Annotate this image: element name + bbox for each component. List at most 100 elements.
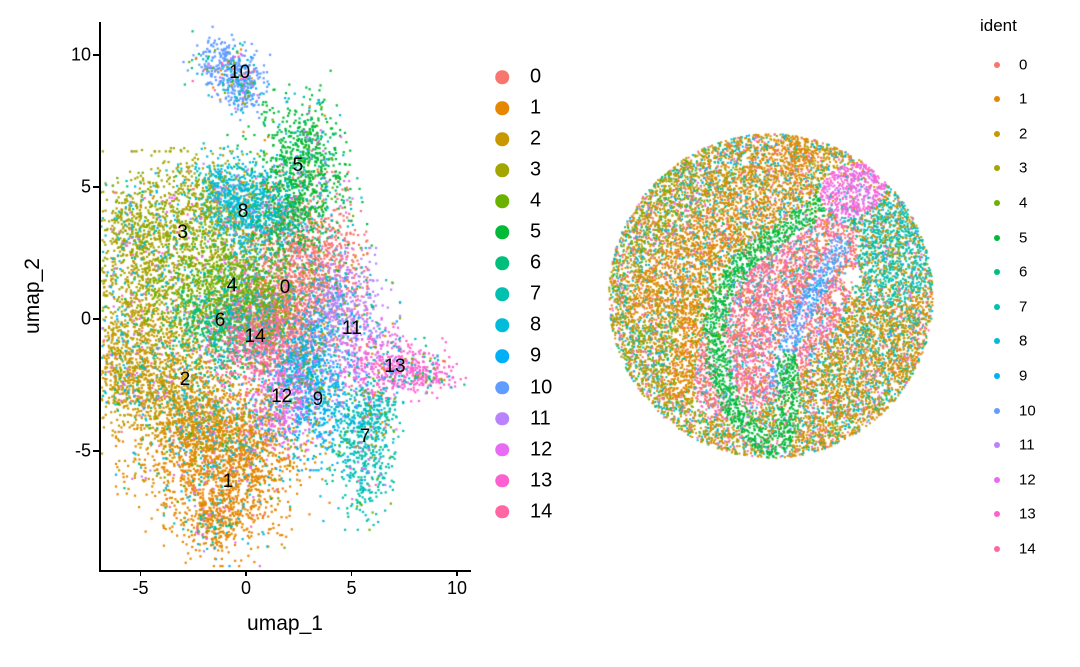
y-tick-label: 0 bbox=[80, 308, 91, 329]
legend-label: 5 bbox=[530, 220, 542, 243]
cluster-label-2: 2 bbox=[179, 368, 191, 390]
spatial-legend-title: ident bbox=[980, 16, 1017, 35]
legend-dot-icon bbox=[495, 163, 509, 177]
cluster-label-6: 6 bbox=[214, 310, 226, 332]
cluster-label-1: 1 bbox=[222, 470, 234, 492]
legend-dot-icon bbox=[495, 349, 509, 364]
legend-label: 0 bbox=[1019, 56, 1028, 73]
cluster-label-13: 13 bbox=[384, 356, 406, 378]
legend-label: 6 bbox=[1019, 263, 1028, 281]
legend-dot-icon bbox=[994, 61, 1000, 68]
legend-dot-icon bbox=[994, 269, 1000, 276]
cluster-label-4: 4 bbox=[226, 275, 238, 296]
cluster-label-14: 14 bbox=[244, 325, 266, 347]
legend-label: 8 bbox=[1019, 332, 1028, 350]
y-tick-mark bbox=[93, 186, 99, 188]
legend-label: 11 bbox=[1019, 436, 1035, 454]
x-tick-label: -5 bbox=[132, 578, 149, 598]
legend-dot-icon bbox=[495, 442, 509, 457]
legend-label: 10 bbox=[1019, 402, 1036, 419]
legend-label: 1 bbox=[530, 96, 542, 119]
spatial-scatter-canvas bbox=[600, 120, 945, 472]
legend-dot-icon bbox=[495, 256, 509, 271]
legend-label: 9 bbox=[530, 344, 542, 367]
legend-dot-icon bbox=[994, 407, 1000, 414]
legend-dot-icon bbox=[495, 132, 509, 146]
legend-label: 4 bbox=[1019, 194, 1028, 212]
legend-dot-icon bbox=[495, 473, 509, 488]
y-tick-label: -5 bbox=[74, 440, 91, 461]
cluster-label-5: 5 bbox=[292, 154, 304, 176]
legend-dot-icon bbox=[495, 287, 509, 302]
x-tick-label: 10 bbox=[446, 578, 468, 598]
legend-dot-icon bbox=[994, 199, 1000, 206]
cluster-label-0: 0 bbox=[279, 277, 291, 299]
x-tick-mark bbox=[139, 570, 142, 576]
legend-label: 3 bbox=[1019, 159, 1028, 177]
legend-label: 1 bbox=[1019, 90, 1028, 108]
legend-label: 8 bbox=[530, 313, 542, 336]
legend-dot-icon bbox=[994, 372, 1000, 379]
legend-label: 3 bbox=[530, 158, 542, 181]
y-tick-label: 10 bbox=[70, 44, 91, 65]
legend-dot-icon bbox=[495, 101, 509, 115]
y-axis-line bbox=[99, 22, 101, 571]
x-tick-label: 5 bbox=[346, 578, 357, 598]
legend-dot-icon bbox=[994, 511, 1000, 518]
legend-label: 13 bbox=[1019, 505, 1036, 523]
x-axis-title: umap_1 bbox=[247, 612, 323, 635]
legend-dot-icon bbox=[994, 303, 1000, 310]
legend-label: 13 bbox=[530, 469, 553, 492]
x-tick-mark bbox=[350, 570, 353, 576]
legend-dot-icon bbox=[495, 70, 509, 84]
legend-label: 14 bbox=[1019, 540, 1036, 558]
x-tick-mark bbox=[456, 570, 458, 576]
legend-label: 2 bbox=[1019, 125, 1028, 143]
legend-dot-icon bbox=[994, 234, 1000, 241]
legend-label: 9 bbox=[1019, 367, 1028, 385]
cluster-label-10: 10 bbox=[229, 62, 251, 84]
legend-label: 11 bbox=[530, 407, 551, 430]
legend-label: 12 bbox=[530, 438, 553, 461]
legend-label: 12 bbox=[1019, 471, 1036, 489]
legend-dot-icon bbox=[994, 165, 1000, 172]
spatial-panel bbox=[540, 0, 1080, 667]
legend-dot-icon bbox=[495, 380, 509, 395]
cluster-label-9: 9 bbox=[312, 389, 324, 411]
legend-dot-icon bbox=[994, 545, 1000, 552]
umap-scatter-canvas bbox=[100, 23, 470, 570]
legend-dot-icon bbox=[495, 318, 509, 333]
cluster-label-12: 12 bbox=[271, 385, 293, 407]
y-axis-title: umap_2 bbox=[21, 258, 44, 334]
legend-label: 0 bbox=[530, 65, 542, 88]
y-tick-mark bbox=[93, 318, 99, 320]
legend-dot-icon bbox=[495, 411, 509, 426]
cluster-label-11: 11 bbox=[342, 318, 362, 340]
legend-dot-icon bbox=[994, 130, 1000, 137]
cluster-label-7: 7 bbox=[359, 426, 371, 447]
legend-label: 4 bbox=[530, 189, 542, 212]
legend-dot-icon bbox=[495, 194, 509, 208]
legend-label: 7 bbox=[530, 282, 542, 305]
cluster-label-3: 3 bbox=[177, 221, 188, 243]
y-tick-mark bbox=[93, 54, 99, 56]
x-tick-label: 0 bbox=[240, 578, 252, 598]
legend-dot-icon bbox=[994, 476, 1000, 483]
legend-label: 7 bbox=[1019, 298, 1028, 316]
legend-dot-icon bbox=[495, 504, 509, 519]
legend-dot-icon bbox=[994, 96, 1000, 103]
legend-dot-icon bbox=[994, 442, 1000, 449]
cluster-label-8: 8 bbox=[237, 201, 249, 223]
legend-label: 6 bbox=[530, 251, 542, 274]
umap-panel: -5 0 5 10 -5 0 5 10 umap_1 umap_2 0 1 2 3 4 5 6 7 8 9 10… bbox=[21, 22, 471, 635]
legend-label: 14 bbox=[530, 500, 553, 523]
legend-dot-icon bbox=[994, 338, 1000, 345]
x-axis-line bbox=[99, 570, 471, 572]
x-tick-mark bbox=[245, 570, 247, 576]
legend-dot-icon bbox=[495, 225, 509, 239]
y-tick-mark bbox=[93, 450, 99, 452]
legend-label: 10 bbox=[530, 376, 553, 398]
legend-label: 2 bbox=[530, 127, 542, 150]
legend-label: 5 bbox=[1019, 229, 1028, 246]
